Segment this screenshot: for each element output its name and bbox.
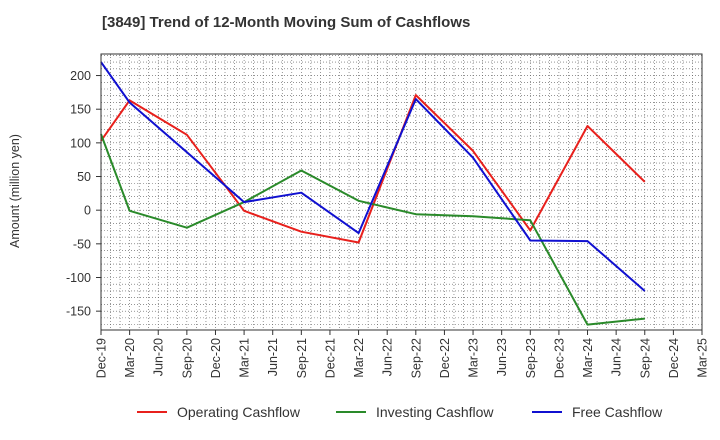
x-tick-label: Mar-25 [696,338,710,378]
x-tick-label: Mar-23 [467,338,481,378]
x-axis-ticks: Dec-19 Mar-20 Jun-20 Sep-20 Dec-20 Mar-21 Jun-… [95,330,710,378]
x-tick-label: Mar-21 [238,338,252,378]
legend-label-operating: Operating Cashflow [177,404,300,420]
y-axis-ticks: 200 150 100 50 0 -50 -100 -150 [66,69,101,319]
y-tick-label: 150 [70,103,91,117]
legend-label-investing: Investing Cashflow [376,404,494,420]
x-tick-label: Mar-24 [581,338,595,378]
x-tick-label: Sep-22 [409,338,423,378]
legend: Operating Cashflow Investing Cashflow Fr… [0,404,720,426]
x-tick-label: Dec-24 [667,338,681,378]
x-tick-label: Sep-20 [180,338,194,378]
series-line-free-cashflow [100,61,646,292]
x-tick-label: Sep-21 [295,338,309,378]
plot-area-frame [100,53,703,331]
legend-item-investing: Investing Cashflow [336,404,494,420]
chart-title: [3849] Trend of 12-Month Moving Sum of C… [102,14,471,31]
y-tick-label: -50 [73,237,91,251]
series-line-operating-cashflow [100,94,646,244]
y-axis-label: Amount (million yen) [8,134,22,248]
legend-item-operating: Operating Cashflow [137,404,300,420]
legend-swatch-investing [336,411,366,413]
grid [100,54,703,330]
y-tick-label: 50 [77,170,91,184]
x-tick-label: Sep-24 [638,338,652,378]
series-lines [100,61,646,326]
y-tick-label: 200 [70,69,91,83]
y-tick-label: -150 [66,305,91,319]
x-tick-label: Dec-21 [323,338,337,378]
x-tick-label: Jun-24 [610,338,624,376]
x-tick-label: Dec-22 [438,338,452,378]
x-tick-label: Sep-23 [524,338,538,378]
x-tick-label: Jun-22 [381,338,395,376]
legend-label-free: Free Cashflow [572,404,663,420]
legend-item-free: Free Cashflow [532,404,662,420]
x-tick-label: Mar-22 [352,338,366,378]
legend-swatch-operating [137,411,167,413]
x-tick-label: Mar-20 [123,338,137,378]
x-tick-label: Dec-20 [209,338,223,378]
x-tick-label: Jun-23 [495,338,509,376]
series-line-investing-cashflow [100,133,645,326]
legend-swatch-free [532,411,562,413]
y-tick-label: -100 [66,271,91,285]
x-tick-label: Jun-21 [266,338,280,376]
x-tick-label: Dec-19 [95,338,109,378]
y-tick-label: 0 [84,204,91,218]
x-tick-label: Dec-23 [552,338,566,378]
x-tick-label: Jun-20 [152,338,166,376]
y-tick-label: 100 [70,136,91,150]
